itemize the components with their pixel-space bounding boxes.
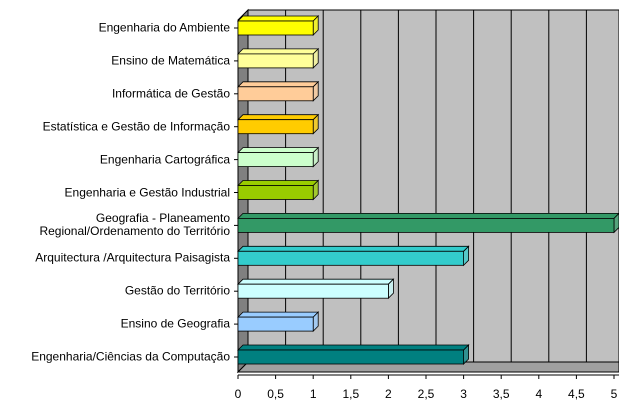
bar-top	[237, 114, 320, 121]
bar-top	[237, 212, 619, 219]
y-tick-label: Informática de Gestão	[111, 86, 230, 101]
bar-top	[237, 48, 320, 55]
x-tick-label: 2,5	[418, 387, 435, 401]
bar	[237, 349, 465, 365]
x-tick-label: 3	[460, 387, 467, 401]
x-tick-label: 4,5	[568, 387, 585, 401]
bar	[237, 20, 314, 36]
bar-top	[237, 15, 320, 22]
bar	[237, 250, 465, 266]
bar	[237, 119, 314, 135]
bar	[237, 152, 314, 168]
bar-top	[237, 344, 470, 351]
y-tick-label: Geografia - Planeamento Regional/Ordenam…	[39, 211, 230, 239]
bar	[237, 283, 389, 299]
bar	[237, 316, 314, 332]
x-tick-label: 0,5	[267, 387, 284, 401]
bar-top	[237, 311, 320, 318]
y-tick-label: Ensino de Geografia	[120, 316, 230, 331]
bar	[237, 217, 615, 233]
x-tick-label: 5	[611, 387, 618, 401]
bar	[237, 185, 314, 200]
y-tick-label: Gestão do Território	[124, 283, 230, 298]
bar-top	[237, 180, 320, 186]
bar-top	[237, 278, 395, 285]
x-tick-label: 4	[535, 387, 542, 401]
y-tick-label: Engenharia Cartográfica	[99, 152, 230, 167]
x-tick-label: 2	[385, 387, 392, 401]
bar-top	[237, 147, 320, 154]
bar-top	[237, 245, 470, 252]
y-tick-label: Estatística e Gestão de Informação	[42, 119, 230, 134]
x-tick-label: 1	[310, 387, 317, 401]
bar-top	[237, 81, 320, 88]
x-tick-label: 3,5	[493, 387, 510, 401]
x-tick-label: 0	[235, 387, 242, 401]
y-tick-label: Ensino de Matemática	[111, 53, 230, 68]
x-tick-label: 1,5	[342, 387, 359, 401]
y-tick-label: Engenharia do Ambiente	[98, 20, 230, 35]
bar	[237, 53, 314, 69]
y-tick-label: Arquitectura /Arquitectura Paisagista	[35, 250, 230, 265]
y-tick-label: Engenharia/Ciências da Computação	[31, 349, 230, 364]
y-tick-label: Engenharia e Gestão Industrial	[64, 185, 230, 199]
floor	[236, 361, 619, 373]
bar	[237, 86, 314, 102]
